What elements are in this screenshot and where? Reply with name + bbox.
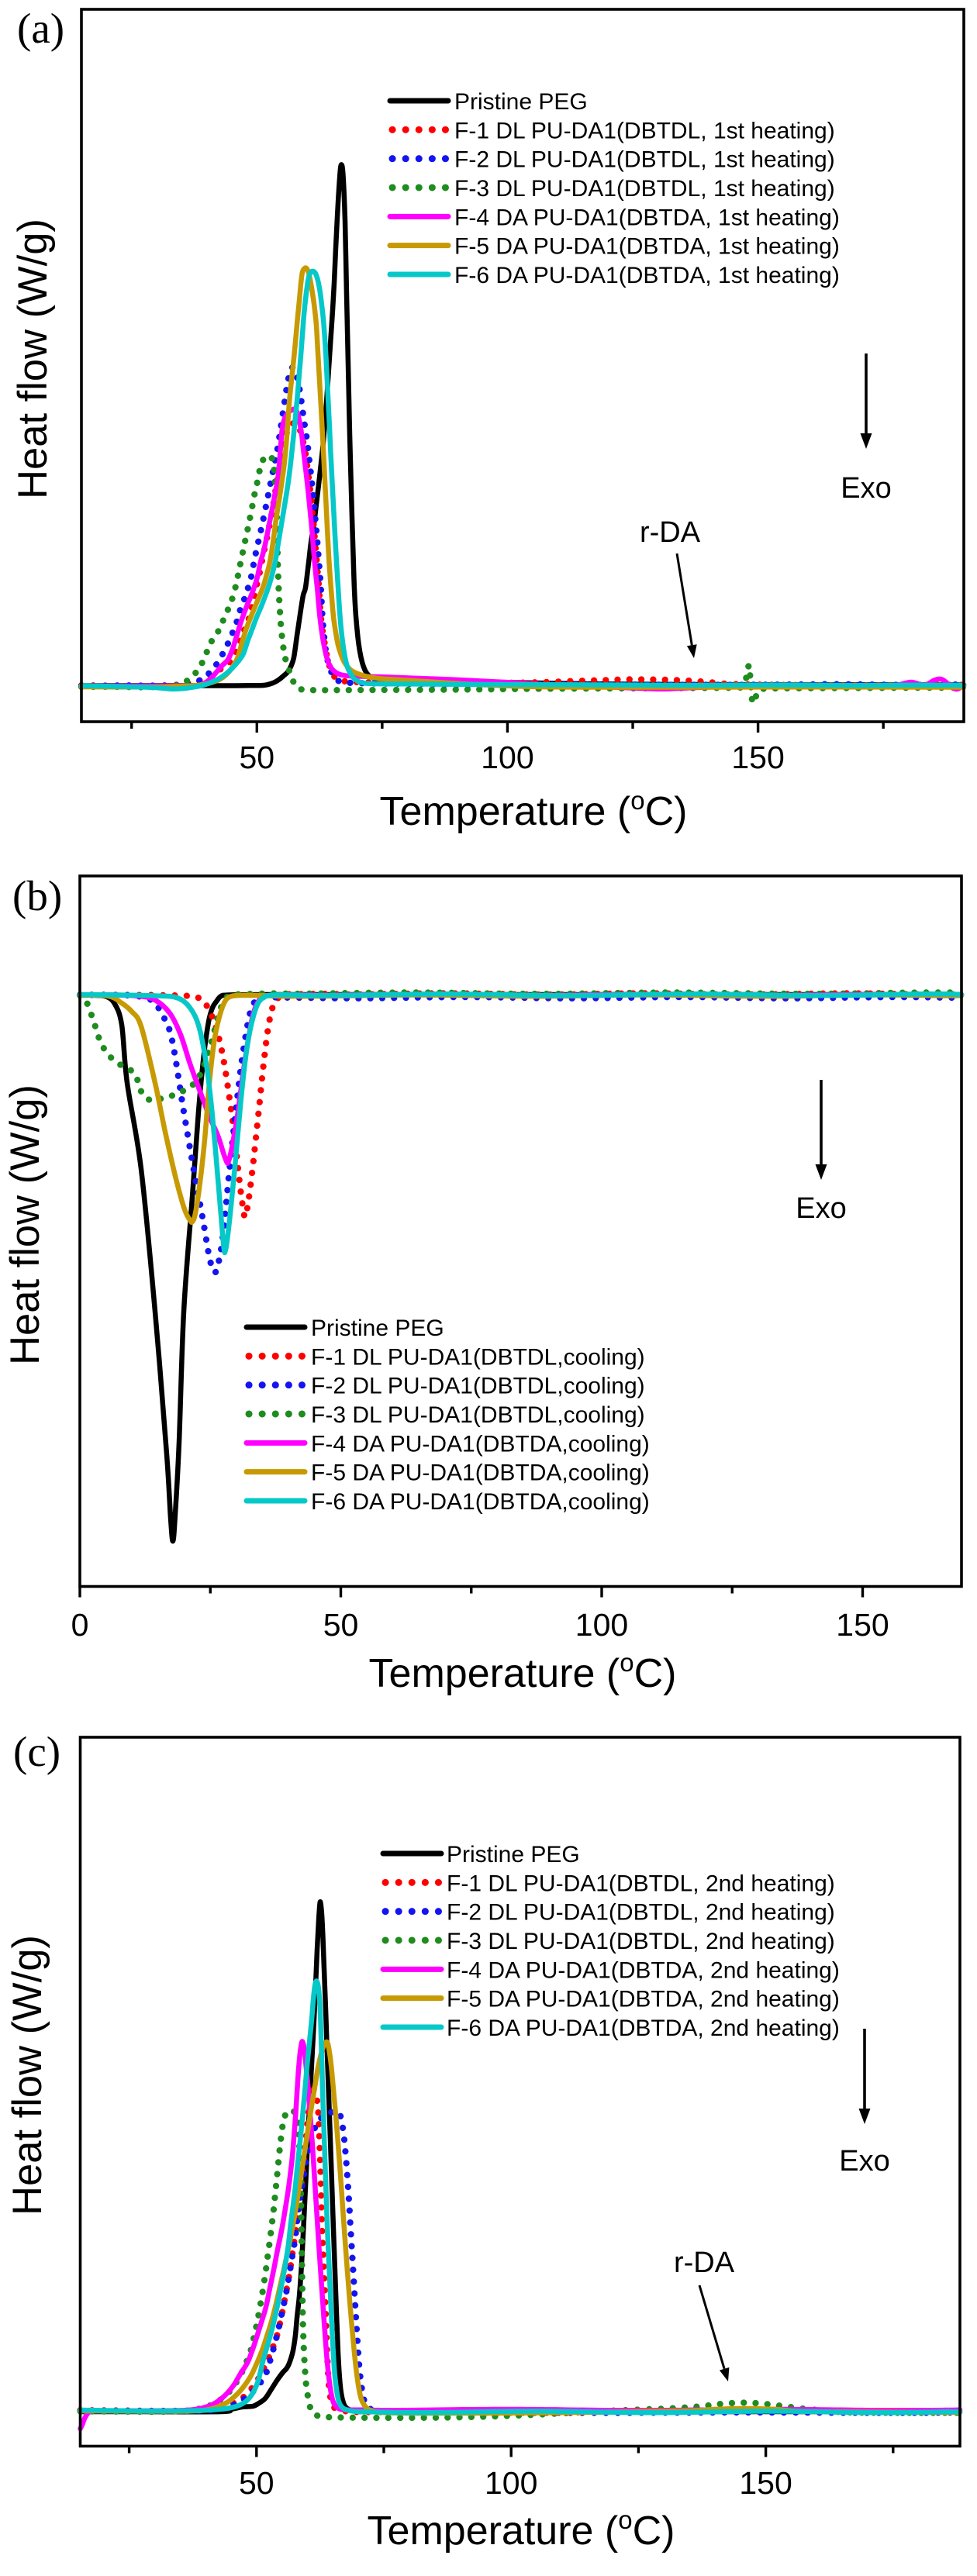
svg-text:150: 150	[731, 740, 784, 775]
svg-text:r-DA: r-DA	[674, 2247, 735, 2279]
svg-text:Heat flow (W/g): Heat flow (W/g)	[5, 1935, 50, 2216]
svg-text:F-1 DL PU-DA1(DBTDL,cooling): F-1 DL PU-DA1(DBTDL,cooling)	[311, 1344, 645, 1370]
svg-text:F-5 DA PU-DA1(DBTDA, 1st heati: F-5 DA PU-DA1(DBTDA, 1st heating)	[454, 234, 840, 260]
svg-text:100: 100	[485, 2465, 537, 2501]
svg-text:50: 50	[239, 2465, 274, 2501]
svg-text:F-1 DL PU-DA1(DBTDL, 1st heati: F-1 DL PU-DA1(DBTDL, 1st heating)	[454, 118, 835, 143]
svg-text:(a): (a)	[17, 5, 64, 52]
svg-text:Exo: Exo	[841, 472, 891, 505]
svg-text:F-3 DL PU-DA1(DBTDL,cooling): F-3 DL PU-DA1(DBTDL,cooling)	[311, 1402, 645, 1428]
svg-text:Exo: Exo	[839, 2145, 889, 2178]
svg-text:F-6 DA PU-DA1(DBTDA, 1st heati: F-6 DA PU-DA1(DBTDA, 1st heating)	[454, 263, 840, 288]
svg-text:Exo: Exo	[796, 1192, 846, 1225]
svg-text:F-5 DA PU-DA1(DBTDA,cooling): F-5 DA PU-DA1(DBTDA,cooling)	[311, 1460, 650, 1486]
svg-text:F-2 DL PU-DA1(DBTDL, 1st heati: F-2 DL PU-DA1(DBTDL, 1st heating)	[454, 147, 835, 173]
svg-text:F-4 DA PU-DA1(DBTDA, 2nd heati: F-4 DA PU-DA1(DBTDA, 2nd heating)	[447, 1957, 840, 1983]
svg-text:F-2 DL PU-DA1(DBTDL, 2nd heati: F-2 DL PU-DA1(DBTDL, 2nd heating)	[447, 1900, 835, 1926]
svg-text:100: 100	[575, 1607, 628, 1643]
svg-text:F-2 DL PU-DA1(DBTDL,cooling): F-2 DL PU-DA1(DBTDL,cooling)	[311, 1374, 645, 1399]
svg-text:Pristine PEG: Pristine PEG	[454, 89, 588, 115]
svg-text:(c): (c)	[13, 1728, 60, 1775]
svg-text:F-3 DL PU-DA1(DBTDL, 2nd heati: F-3 DL PU-DA1(DBTDL, 2nd heating)	[447, 1929, 835, 1954]
svg-text:100: 100	[481, 740, 533, 775]
svg-text:150: 150	[739, 2465, 792, 2501]
svg-text:F-4 DA PU-DA1(DBTDA, 1st heati: F-4 DA PU-DA1(DBTDA, 1st heating)	[454, 205, 840, 230]
svg-text:F-3 DL PU-DA1(DBTDL, 1st heati: F-3 DL PU-DA1(DBTDL, 1st heating)	[454, 176, 835, 202]
svg-text:50: 50	[239, 740, 274, 775]
svg-text:50: 50	[323, 1607, 359, 1643]
svg-text:F-5 DA PU-DA1(DBTDA, 2nd heati: F-5 DA PU-DA1(DBTDA, 2nd heating)	[447, 1987, 840, 2012]
svg-text:r-DA: r-DA	[640, 516, 701, 549]
svg-text:F-1 DL PU-DA1(DBTDL, 2nd heati: F-1 DL PU-DA1(DBTDL, 2nd heating)	[447, 1871, 835, 1896]
svg-text:Heat flow (W/g): Heat flow (W/g)	[10, 219, 56, 499]
svg-text:F-6 DA PU-DA1(DBTDA,cooling): F-6 DA PU-DA1(DBTDA,cooling)	[311, 1489, 650, 1515]
svg-text:0: 0	[71, 1607, 89, 1643]
svg-text:Pristine PEG: Pristine PEG	[311, 1316, 444, 1341]
svg-text:Pristine PEG: Pristine PEG	[447, 1842, 580, 1867]
svg-text:(b): (b)	[12, 872, 62, 919]
svg-text:F-4 DA PU-DA1(DBTDA,cooling): F-4 DA PU-DA1(DBTDA,cooling)	[311, 1431, 650, 1457]
svg-text:Heat flow (W/g): Heat flow (W/g)	[2, 1085, 48, 1365]
svg-text:F-6 DA PU-DA1(DBTDA, 2nd heati: F-6 DA PU-DA1(DBTDA, 2nd heating)	[447, 2016, 840, 2041]
svg-text:150: 150	[836, 1607, 889, 1643]
svg-text:Temperature (oC): Temperature (oC)	[369, 1648, 677, 1696]
